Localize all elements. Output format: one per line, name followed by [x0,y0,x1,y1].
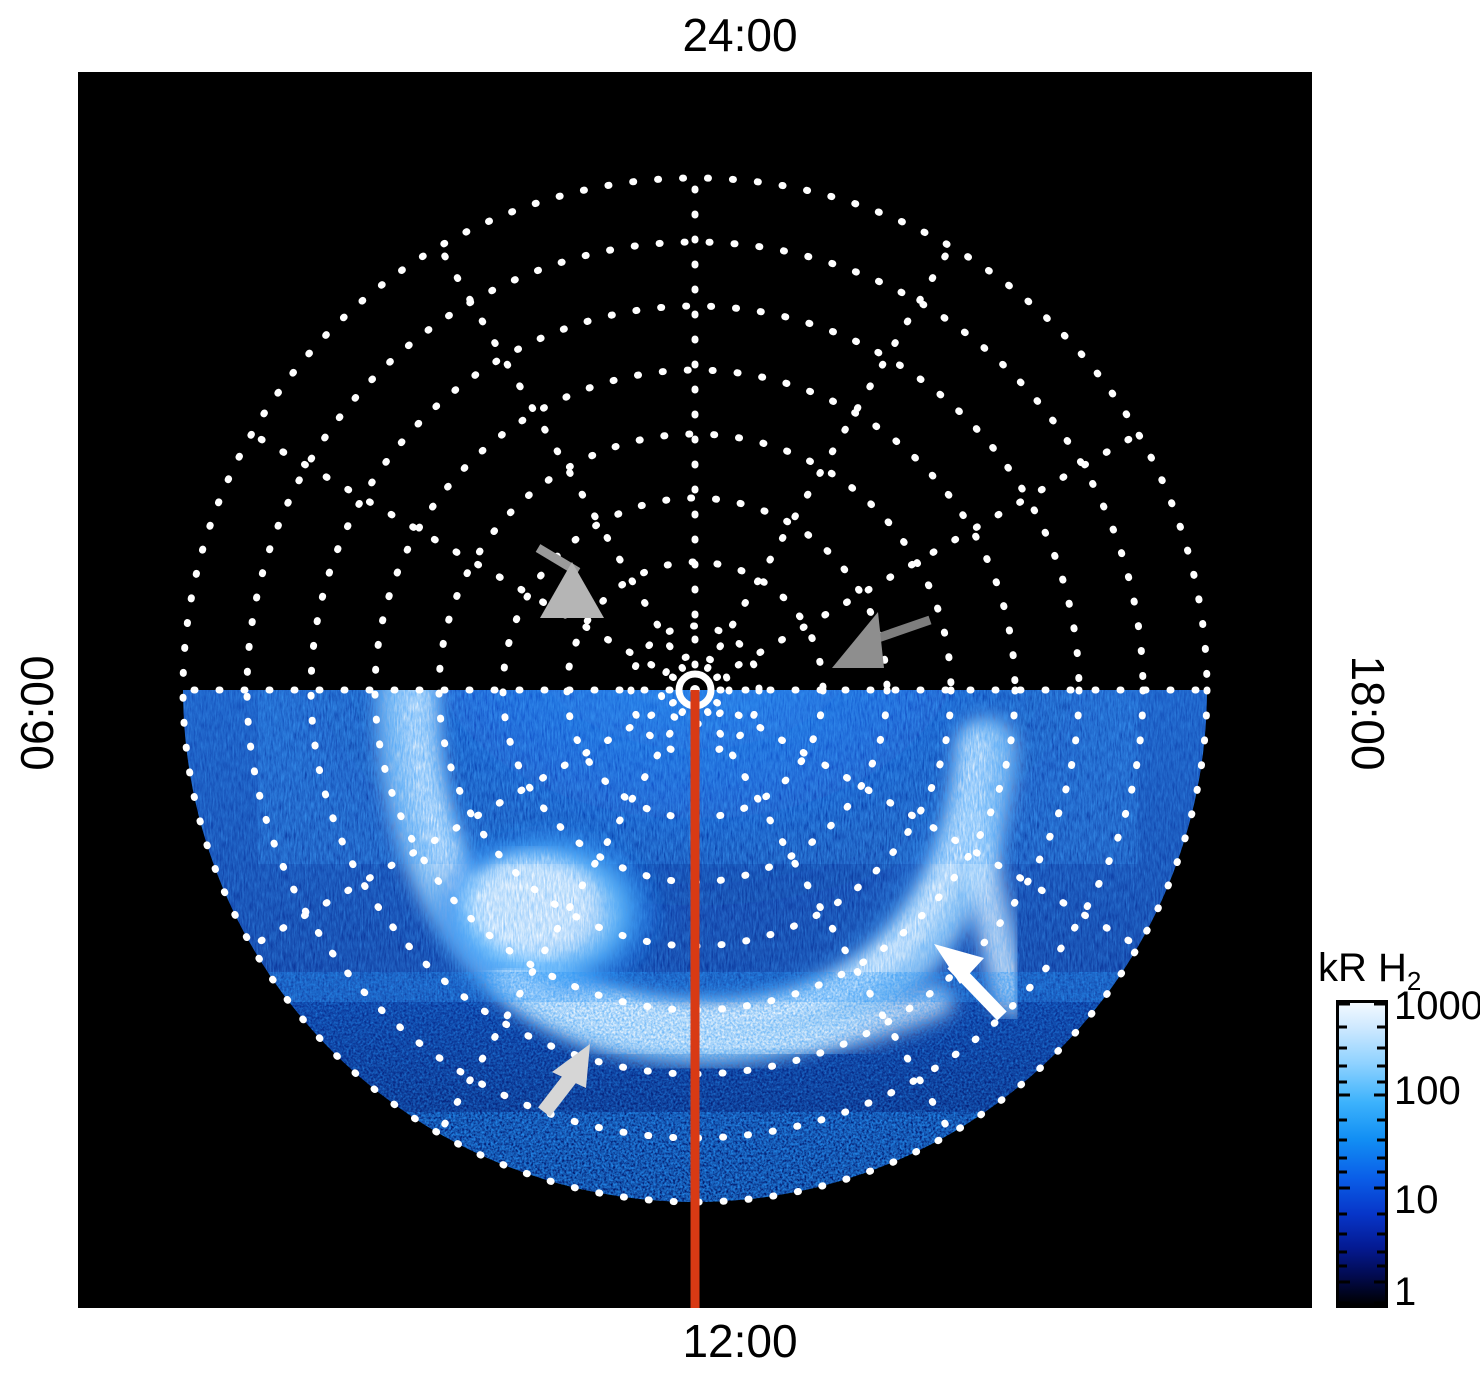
colorbar-tick-1: 1 [1394,1270,1417,1314]
colorbar-title-text: kR H [1318,946,1407,990]
polar-plot-panel[interactable] [78,72,1312,1308]
colorbar-wrapper[interactable] [1336,1000,1388,1308]
spoke-04h [248,430,699,694]
colorbar-tick-100: 100 [1394,1069,1461,1113]
colorbar-tick-1000: 1000 [1394,984,1480,1028]
local-time-label-right: 18:00 [1342,655,1394,771]
spoke-14h [691,686,955,1138]
spoke-10h [435,686,699,1138]
colorbar-title: kR H2 [1318,948,1421,994]
polar-plot-svg [179,174,1211,1308]
white-arrow-dawn-diffuse [538,1044,590,1117]
spoke-02h [435,242,699,694]
local-time-label-left: 06:00 [11,655,63,771]
local-time-label-bottom: 12:00 [682,1315,798,1367]
grey-arrow-marker-right [832,612,932,668]
spoke-22h [691,242,955,694]
colorbar-tick-10: 10 [1394,1178,1439,1222]
spoke-16h [691,686,1142,950]
grey-arrow-marker-left [535,544,604,618]
spoke-08h [248,686,699,950]
colorbar-title-subscript: 2 [1406,966,1422,996]
local-time-label-top: 24:00 [682,9,798,61]
colorbar-gradient[interactable] [1336,1000,1388,1308]
white-arrow-dusk-arc [934,944,1007,1021]
spoke-20h [691,430,1142,694]
colorbar-ticks [1339,1002,1385,1305]
